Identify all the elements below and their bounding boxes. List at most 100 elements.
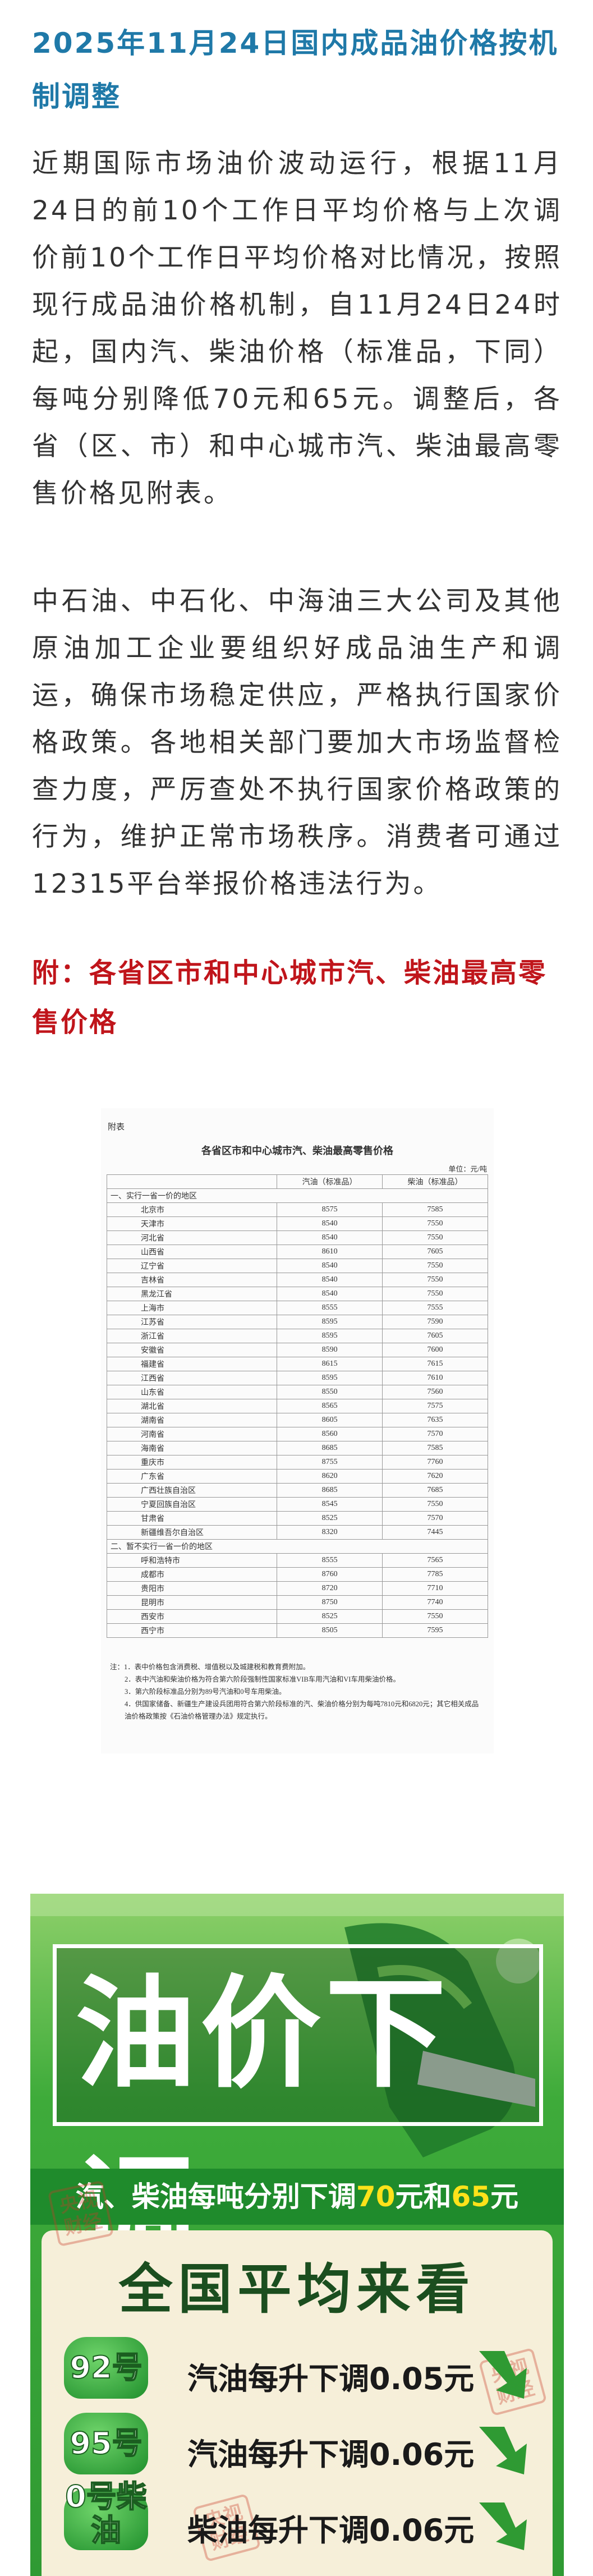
poster-headline: 油价下调 bbox=[75, 1963, 451, 2284]
poster: 油价下调 汽、柴油每吨分别下调70元和65元 全国平均来看 央视财经 央视财经 … bbox=[30, 1894, 564, 2576]
table-cell: 呼和浩特市 bbox=[106, 1553, 278, 1568]
table-row: 重庆市 8755 7760 bbox=[106, 1455, 488, 1470]
table-row: 甘肃省 8525 7570 bbox=[106, 1511, 488, 1526]
note: 注：1．表中价格包含消费税、增值税以及城建税和教育费附加。 bbox=[110, 1663, 310, 1671]
grade-label: 0号柴油 bbox=[65, 2479, 148, 2548]
table-cell: 8575 bbox=[277, 1202, 383, 1217]
table-cell: 重庆市 bbox=[106, 1455, 278, 1470]
table-cell: 7590 bbox=[382, 1315, 488, 1329]
table-cell: 7550 bbox=[382, 1273, 488, 1287]
table-cell: 西安市 bbox=[106, 1609, 278, 1624]
section-row: 二、暂不实行一省一价的地区 bbox=[107, 1539, 488, 1554]
table-cell: 7550 bbox=[382, 1287, 488, 1301]
table-cell: 浙江省 bbox=[106, 1329, 278, 1343]
item-text: 汽油每升下调0.05元 bbox=[187, 2361, 475, 2396]
table-row: 安徽省 8590 7600 bbox=[106, 1343, 488, 1357]
notes: 注：1．表中价格包含消费税、增值税以及城建税和教育费附加。 2．表中汽油和柴油价格… bbox=[110, 1661, 485, 1723]
table-row: 西安市 8525 7550 bbox=[106, 1609, 488, 1624]
fuel-can bbox=[64, 2488, 148, 2550]
table-row: 呼和浩特市 8555 7565 bbox=[106, 1553, 488, 1568]
table-row: 山西省 8610 7605 bbox=[106, 1245, 488, 1259]
table-cell: 7585 bbox=[382, 1441, 488, 1455]
table-row: 黑龙江省 8540 7550 bbox=[106, 1287, 488, 1301]
item-text: 汽油每升下调0.06元 bbox=[187, 2437, 475, 2472]
table-row: 湖南省 8605 7635 bbox=[106, 1413, 488, 1427]
table-cell: 山东省 bbox=[106, 1385, 278, 1399]
table-cell: 上海市 bbox=[106, 1301, 278, 1315]
table-row: 广东省 8620 7620 bbox=[106, 1469, 488, 1484]
table-cell: 7575 bbox=[382, 1399, 488, 1413]
poster-art bbox=[30, 1894, 564, 2157]
table-cell: 7550 bbox=[382, 1609, 488, 1624]
table-cell: 西宁市 bbox=[106, 1623, 278, 1638]
table-cell: 7560 bbox=[382, 1385, 488, 1399]
table-row: 昆明市 8750 7740 bbox=[106, 1595, 488, 1610]
table-cell: 河北省 bbox=[106, 1230, 278, 1245]
table-cell: 8555 bbox=[277, 1301, 383, 1315]
table-row: 福建省 8615 7615 bbox=[106, 1357, 488, 1371]
table-cell: 7620 bbox=[382, 1469, 488, 1484]
table-cell: 7550 bbox=[382, 1230, 488, 1245]
table-cell: 8755 bbox=[277, 1455, 383, 1470]
table-cell: 7595 bbox=[382, 1623, 488, 1638]
poster-banner: 汽、柴油每吨分别下调70元和65元 bbox=[30, 2169, 564, 2225]
table-cell: 7570 bbox=[382, 1427, 488, 1441]
table-cell: 江西省 bbox=[106, 1371, 278, 1385]
down-arrow bbox=[479, 2351, 527, 2399]
table-row: 河南省 8560 7570 bbox=[106, 1427, 488, 1441]
header-row: 汽油（标准品） 柴油（标准品） bbox=[106, 1174, 488, 1189]
table-row: 西宁市 8505 7595 bbox=[106, 1623, 488, 1638]
table-cell: 8525 bbox=[277, 1511, 383, 1526]
table-row: 吉林省 8540 7550 bbox=[106, 1273, 488, 1287]
appendix-heading: 附：各省区市和中心城市汽、柴油最高零售价格 bbox=[32, 957, 548, 1038]
table-row: 天津市 8540 7550 bbox=[106, 1216, 488, 1231]
table-cell: 8590 bbox=[277, 1343, 383, 1357]
table-row: 湖北省 8565 7575 bbox=[106, 1399, 488, 1413]
table-cell: 安徽省 bbox=[106, 1343, 278, 1357]
table-cell: 8560 bbox=[277, 1427, 383, 1441]
table-cell: 7600 bbox=[382, 1343, 488, 1357]
article-title: 2025年11月24日国内成品油价格按机制调整 bbox=[32, 27, 559, 113]
table-cell: 湖南省 bbox=[106, 1413, 278, 1427]
section-heading: 一、实行一省一价的地区 bbox=[107, 1188, 488, 1203]
table-cell: 8545 bbox=[277, 1497, 383, 1512]
table-cell: 7605 bbox=[382, 1245, 488, 1259]
table-row: 辽宁省 8540 7550 bbox=[106, 1259, 488, 1273]
table-cell: 8610 bbox=[277, 1245, 383, 1259]
table-cell: 贵阳市 bbox=[106, 1581, 278, 1596]
banner-highlight: 70 bbox=[356, 2180, 396, 2213]
table-cell: 广东省 bbox=[106, 1469, 278, 1484]
fuel-can bbox=[64, 2337, 148, 2399]
table-cell: 7610 bbox=[382, 1371, 488, 1385]
table-row: 江苏省 8595 7590 bbox=[106, 1315, 488, 1329]
table-cell: 8760 bbox=[277, 1567, 383, 1582]
table-cell: 7740 bbox=[382, 1595, 488, 1610]
paragraph: 近期国际市场油价波动运行，根据11月24日的前10个工作日平均价格与上次调价前1… bbox=[32, 148, 562, 509]
price-table: 汽油（标准品） 柴油（标准品） 一、实行一省一价的地区 北京市 8575 7585 天津市 8… bbox=[106, 1174, 488, 1638]
grade-label: 95号 bbox=[69, 2426, 142, 2461]
table-cell: 8540 bbox=[277, 1287, 383, 1301]
table-cell: 海南省 bbox=[106, 1441, 278, 1455]
table-cell: 8540 bbox=[277, 1273, 383, 1287]
table-row: 上海市 8555 7555 bbox=[106, 1301, 488, 1315]
table-row: 成都市 8760 7785 bbox=[106, 1567, 488, 1582]
table-cell: 山西省 bbox=[106, 1245, 278, 1259]
table-cell: 7565 bbox=[382, 1553, 488, 1568]
table-cell: 天津市 bbox=[106, 1216, 278, 1231]
table-row: 山东省 8550 7560 bbox=[106, 1385, 488, 1399]
header-cell: 柴油（标准品） bbox=[382, 1174, 488, 1189]
item-text: 柴油每升下调0.06元 bbox=[187, 2513, 475, 2548]
banner-text: 汽、柴油每吨分别下调 bbox=[75, 2180, 356, 2213]
table-row: 河北省 8540 7550 bbox=[106, 1230, 488, 1245]
table-row: 广西壮族自治区 8685 7685 bbox=[106, 1483, 488, 1498]
banner-text: 元 bbox=[490, 2180, 519, 2213]
note: 2．表中汽油和柴油价格为符合第六阶段强制性国家标准VIB车用汽油和VI车用柴油价… bbox=[125, 1675, 400, 1683]
paragraph: 中石油、中石化、中海油三大公司及其他原油加工企业要组织好成品油生产和调运，确保市… bbox=[32, 586, 562, 899]
table-cell: 宁夏回族自治区 bbox=[106, 1497, 278, 1512]
table-cell: 8595 bbox=[277, 1371, 383, 1385]
table-cell: 7585 bbox=[382, 1202, 488, 1217]
down-arrow bbox=[479, 2502, 527, 2550]
table-row: 宁夏回族自治区 8545 7550 bbox=[106, 1497, 488, 1512]
down-arrow bbox=[479, 2427, 527, 2474]
